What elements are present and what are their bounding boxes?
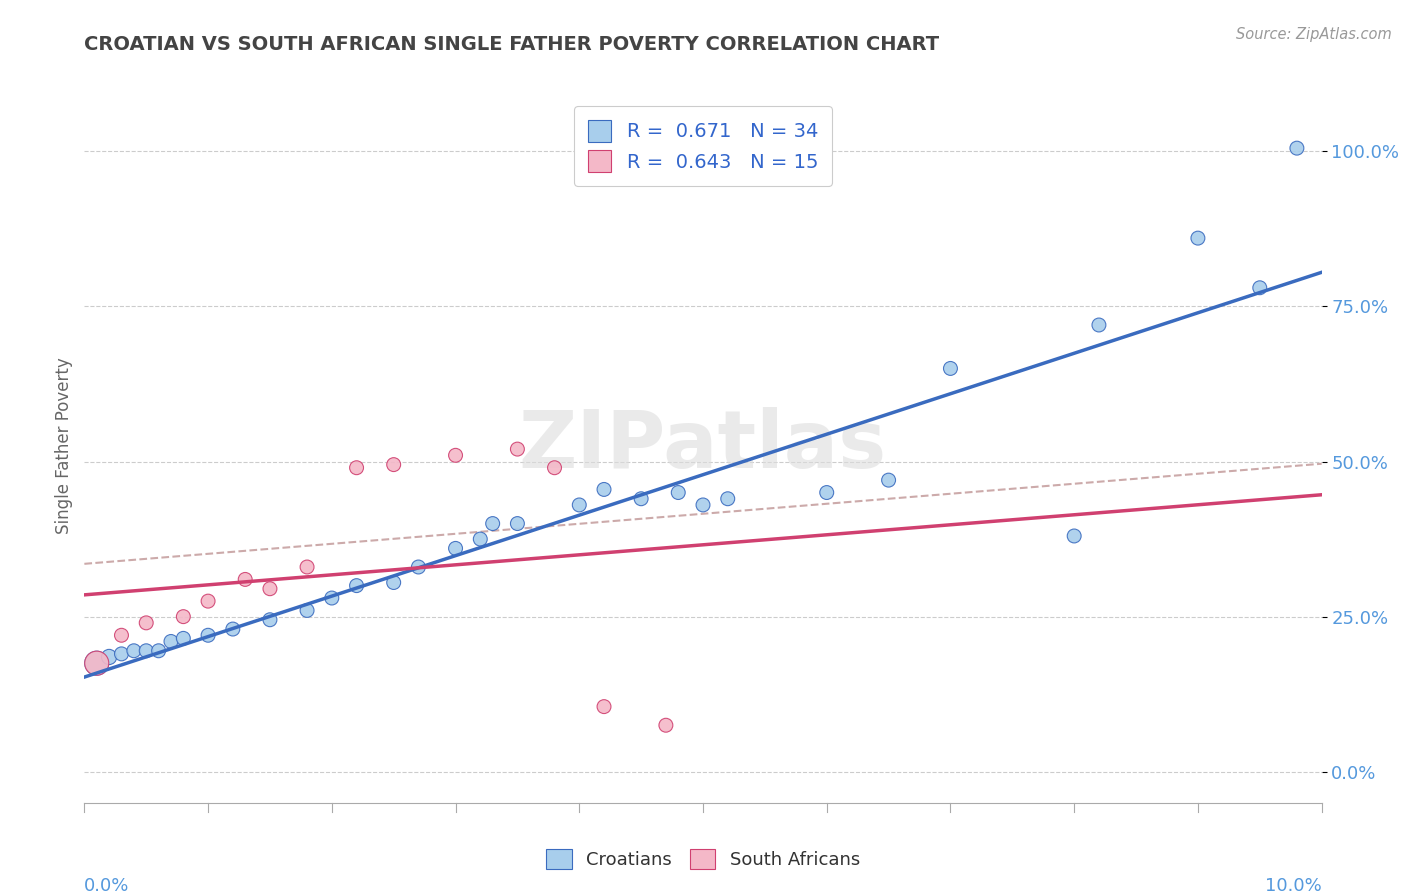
- Text: 10.0%: 10.0%: [1265, 877, 1322, 892]
- Point: [877, 473, 900, 487]
- Point: [1063, 529, 1085, 543]
- Point: [346, 579, 368, 593]
- Point: [593, 483, 616, 497]
- Point: [233, 573, 256, 587]
- Point: [543, 460, 565, 475]
- Point: [222, 622, 245, 636]
- Point: [568, 498, 591, 512]
- Text: Source: ZipAtlas.com: Source: ZipAtlas.com: [1236, 27, 1392, 42]
- Point: [444, 541, 467, 556]
- Point: [655, 718, 678, 732]
- Point: [346, 460, 368, 475]
- Point: [122, 644, 145, 658]
- Point: [1285, 141, 1308, 155]
- Point: [197, 628, 219, 642]
- Point: [197, 594, 219, 608]
- Point: [295, 603, 318, 617]
- Point: [160, 634, 183, 648]
- Point: [444, 448, 467, 462]
- Point: [135, 644, 157, 658]
- Point: [666, 485, 689, 500]
- Point: [172, 609, 194, 624]
- Point: [259, 582, 281, 596]
- Point: [506, 516, 529, 531]
- Point: [593, 699, 616, 714]
- Point: [506, 442, 529, 456]
- Point: [408, 560, 430, 574]
- Point: [1187, 231, 1209, 245]
- Point: [259, 613, 281, 627]
- Point: [481, 516, 503, 531]
- Point: [470, 532, 492, 546]
- Text: ZIPatlas: ZIPatlas: [519, 407, 887, 485]
- Point: [148, 644, 170, 658]
- Point: [110, 647, 132, 661]
- Point: [135, 615, 157, 630]
- Point: [692, 498, 714, 512]
- Point: [172, 632, 194, 646]
- Point: [321, 591, 343, 605]
- Point: [110, 628, 132, 642]
- Point: [382, 575, 405, 590]
- Point: [98, 650, 121, 665]
- Point: [86, 656, 108, 670]
- Point: [630, 491, 652, 506]
- Text: CROATIAN VS SOUTH AFRICAN SINGLE FATHER POVERTY CORRELATION CHART: CROATIAN VS SOUTH AFRICAN SINGLE FATHER …: [84, 35, 939, 54]
- Point: [86, 656, 108, 670]
- Point: [1249, 281, 1271, 295]
- Point: [815, 485, 838, 500]
- Point: [382, 458, 405, 472]
- Legend: Croatians, South Africans: Croatians, South Africans: [537, 839, 869, 879]
- Point: [1088, 318, 1111, 332]
- Y-axis label: Single Father Poverty: Single Father Poverty: [55, 358, 73, 534]
- Point: [295, 560, 318, 574]
- Point: [939, 361, 962, 376]
- Legend: R =  0.671   N = 34, R =  0.643   N = 15: R = 0.671 N = 34, R = 0.643 N = 15: [574, 106, 832, 186]
- Text: 0.0%: 0.0%: [84, 877, 129, 892]
- Point: [717, 491, 740, 506]
